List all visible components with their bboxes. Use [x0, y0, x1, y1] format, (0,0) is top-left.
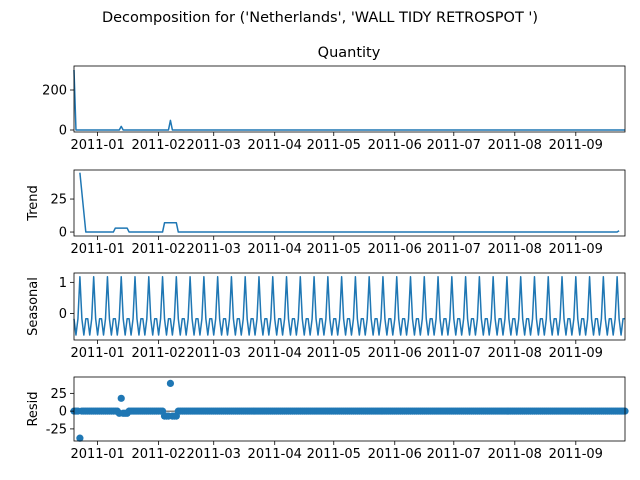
y-tick-label: 200: [42, 84, 67, 99]
x-tick-label: 2011-07: [427, 346, 481, 361]
x-tick-label: 2011-01: [70, 447, 124, 462]
x-tick-label: 2011-05: [307, 242, 361, 257]
x-tick-label: 2011-07: [427, 242, 481, 257]
trend-axis-label: Trend: [26, 185, 41, 222]
y-tick-label: 0: [59, 124, 67, 139]
x-tick-label: 2011-01: [70, 242, 124, 257]
x-tick-label: 2011-09: [549, 346, 603, 361]
y-tick-label: -25: [46, 422, 67, 437]
resid-panel: Resid 2011-01 2011-02 2011-03 2011-04 2011-0…: [26, 376, 629, 462]
x-tick-label: 2011-09: [549, 242, 603, 257]
seasonal-y-ticks: 01: [59, 276, 74, 322]
seasonal-axis-label: Seasonal: [26, 277, 41, 336]
x-tick-label: 2011-03: [187, 346, 241, 361]
x-tick-label: 2011-07: [427, 447, 481, 462]
x-tick-label: 2011-06: [368, 346, 422, 361]
x-tick-label: 2011-08: [488, 447, 542, 462]
y-tick-label: 0: [59, 307, 67, 322]
x-tick-label: 2011-04: [248, 138, 302, 153]
x-tick-label: 2011-09: [549, 138, 603, 153]
trend-x-ticks: 2011-01 2011-02 2011-03 2011-04 2011-05 2011-…: [70, 236, 603, 257]
trend-panel: Trend 2011-01 2011-02 2011-03 2011-04 2011-0…: [26, 169, 626, 257]
x-tick-label: 2011-04: [248, 242, 302, 257]
seasonal-axes-frame: [73, 272, 626, 341]
trend-y-ticks: 0 25: [50, 193, 74, 241]
x-tick-label: 2011-01: [70, 346, 124, 361]
x-tick-label: 2011-02: [131, 242, 185, 257]
resid-y-ticks: -25 0 25: [46, 387, 74, 437]
observed-series: [73, 69, 625, 131]
resid-point: [76, 434, 84, 442]
x-tick-label: 2011-09: [549, 447, 603, 462]
x-tick-label: 2011-08: [488, 242, 542, 257]
seasonal-panel: Seasonal 2011-01 2011-02 2011-03 2011-04 201…: [26, 272, 626, 361]
observed-y-ticks: 0 200: [42, 84, 74, 139]
x-tick-label: 2011-05: [307, 138, 361, 153]
x-tick-label: 2011-08: [488, 138, 542, 153]
x-tick-label: 2011-08: [488, 346, 542, 361]
x-tick-label: 2011-07: [427, 138, 481, 153]
seasonal-x-ticks: 2011-01 2011-02 2011-03 2011-04 2011-05 2011-…: [70, 340, 603, 361]
resid-x-ticks: 2011-01 2011-02 2011-03 2011-04 2011-05 2011-…: [70, 441, 603, 462]
resid-axes-frame: [73, 376, 626, 442]
x-tick-label: 2011-04: [248, 346, 302, 361]
x-tick-label: 2011-03: [187, 447, 241, 462]
x-tick-label: 2011-06: [368, 138, 422, 153]
y-tick-label: 25: [50, 387, 67, 402]
observed-axes-frame: [73, 65, 626, 133]
resid-point: [117, 394, 125, 402]
x-tick-label: 2011-03: [187, 138, 241, 153]
observed-x-ticks: 2011-01 2011-02 2011-03 2011-04 2011-05 2011-…: [70, 132, 603, 153]
x-tick-label: 2011-03: [187, 242, 241, 257]
observed-line: [73, 69, 625, 131]
trend-line: [79, 172, 620, 233]
y-tick-label: 0: [59, 226, 67, 241]
resid-axis-label: Resid: [26, 391, 41, 426]
x-tick-label: 2011-05: [307, 447, 361, 462]
x-tick-label: 2011-02: [131, 346, 185, 361]
x-tick-label: 2011-05: [307, 346, 361, 361]
resid-series: [70, 379, 629, 442]
trend-series: [79, 172, 620, 233]
x-tick-label: 2011-01: [70, 138, 124, 153]
observed-panel: Quantity 2011-01 2011-02 2011-03 2011-04 201…: [42, 45, 626, 153]
seasonal-line: [73, 275, 625, 336]
x-tick-label: 2011-06: [368, 242, 422, 257]
x-tick-label: 2011-06: [368, 447, 422, 462]
y-tick-label: 25: [50, 193, 67, 208]
y-tick-label: 1: [59, 276, 67, 291]
resid-point: [166, 379, 175, 387]
figure-suptitle: Decomposition for ('Netherlands', 'WALL …: [102, 10, 538, 26]
x-tick-label: 2011-02: [131, 447, 185, 462]
trend-axes-frame: [73, 169, 626, 237]
seasonal-series: [73, 275, 625, 336]
observed-panel-title: Quantity: [318, 45, 381, 61]
x-tick-label: 2011-02: [131, 138, 185, 153]
x-tick-label: 2011-04: [248, 447, 302, 462]
y-tick-label: 0: [59, 405, 67, 420]
